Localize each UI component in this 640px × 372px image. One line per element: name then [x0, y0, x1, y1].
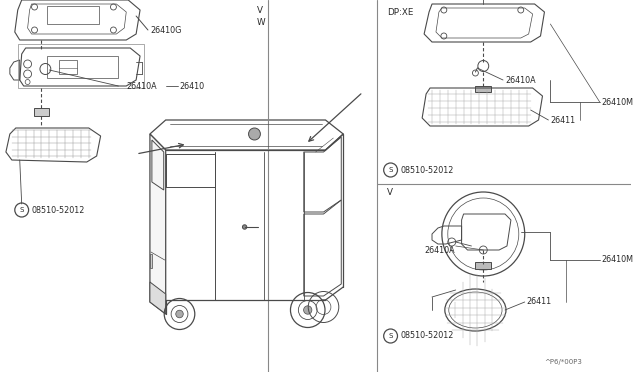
Text: 26410M: 26410M	[602, 256, 634, 264]
Text: 08510-52012: 08510-52012	[401, 331, 454, 340]
Bar	[59, 60, 77, 74]
Text: ^P6/*00P3: ^P6/*00P3	[545, 359, 582, 365]
Circle shape	[176, 310, 183, 318]
Text: V: V	[257, 6, 262, 15]
Text: 08510-52012: 08510-52012	[401, 166, 454, 174]
Circle shape	[243, 225, 247, 229]
Text: 26411: 26411	[527, 298, 552, 307]
Bar	[47, 6, 99, 24]
Bar	[476, 262, 491, 269]
Text: S: S	[388, 333, 393, 339]
Text: 26410A: 26410A	[126, 81, 157, 90]
Circle shape	[303, 306, 312, 314]
Circle shape	[248, 128, 260, 140]
Text: DP:XE: DP:XE	[387, 7, 413, 16]
Polygon shape	[150, 134, 166, 314]
Text: 26410A: 26410A	[505, 76, 536, 84]
Text: 26410G: 26410G	[150, 26, 181, 35]
Text: 26410A: 26410A	[424, 246, 455, 254]
Bar	[18, 44, 144, 88]
Text: V: V	[387, 187, 393, 196]
Text: S: S	[388, 167, 393, 173]
Bar	[476, 86, 491, 92]
Text: 08510-52012: 08510-52012	[31, 205, 85, 215]
Text: 26410M: 26410M	[602, 97, 634, 106]
Text: W: W	[257, 17, 265, 26]
Bar	[150, 254, 152, 268]
Text: 26410: 26410	[179, 81, 205, 90]
Bar	[47, 56, 118, 78]
Polygon shape	[150, 282, 166, 314]
Text: S: S	[19, 207, 24, 213]
Bar	[33, 108, 49, 116]
Text: 26411: 26411	[550, 115, 575, 125]
